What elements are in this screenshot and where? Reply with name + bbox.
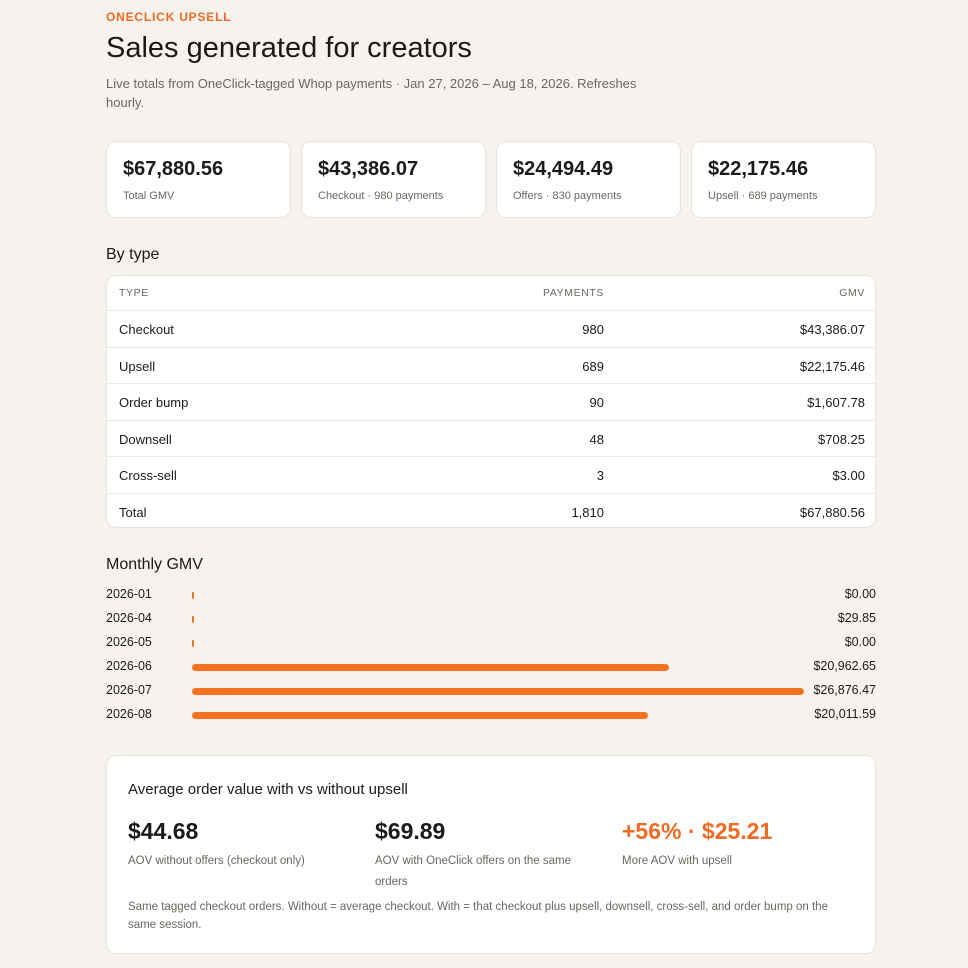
table-cell: 3 [596,468,604,483]
gmv-label: $0.00 [844,635,876,649]
metric-label: More AOV with upsell [622,855,732,867]
eyebrow: ONECLICK UPSELL [106,10,232,24]
stat-card: $22,175.46 Upsell · 689 payments [691,141,876,218]
table-cell: Downsell [119,431,172,447]
table-cell: $708.25 [818,431,865,447]
table-cell: $22,175.46 [799,358,865,374]
gmv-bar [192,712,648,719]
month-label: 2026-01 [106,587,152,601]
gmv-label: $20,962.65 [813,659,876,673]
aov-metric: $44.68 AOV without offers (checkout only) [128,818,358,872]
stat-card: $67,880.56 Total GMV [106,141,291,218]
table-cell: $67,880.56 [799,504,865,520]
gmv-bar [192,592,194,599]
month-row: 2026-08 $20,011.59 [106,705,876,725]
table-row: Cross-sell 3 $3.00 [107,456,875,493]
table-header: TYPE PAYMENTS GMV [107,276,875,312]
table-cell: Cross-sell [119,468,177,483]
type-table: TYPE PAYMENTS GMV Checkout 980 $43,386.07 Upse… [106,275,876,528]
month-row: 2026-01 $0.00 [106,585,876,605]
stat-label: Total GMV [123,190,175,202]
table-cell: Checkout [119,322,174,337]
aov-metric: $69.89 AOV with OneClick offers on the sa… [375,818,605,893]
gmv-bar [192,616,194,623]
stat-card: $24,494.49 Offers · 830 payments [496,141,681,218]
month-label: 2026-05 [106,635,152,649]
metric-label: AOV with OneClick offers on the same ord… [375,855,572,888]
table-row: Upsell 689 $22,175.46 [107,346,875,384]
aov-metric: +56% · $25.21 More AOV with upsell [622,818,852,872]
month-row: 2026-05 $0.00 [106,633,876,653]
gmv-label: $20,011.59 [814,707,876,721]
aov-card: Average order value with vs without upse… [106,755,876,954]
table-cell: Total [119,504,147,520]
table-cell: 689 [582,358,604,374]
stat-value: $24,494.49 [513,158,614,180]
table-cell: Upsell [119,358,156,374]
table-cell: 90 [589,395,604,410]
month-label: 2026-07 [106,683,152,697]
month-label: 2026-04 [106,611,152,625]
table-cell: 1,810 [571,504,604,520]
table-row: Checkout 980 $43,386.07 [107,310,875,347]
gmv-bar [192,640,194,647]
table-cell: 980 [582,322,604,337]
column-header: TYPE [119,287,149,299]
table-row: Total 1,810 $67,880.56 [107,492,875,528]
table-cell: 48 [589,431,604,447]
gmv-bar [192,688,804,695]
column-header: GMV [839,287,865,299]
stat-value: $67,880.56 [123,158,224,180]
stat-value: $22,175.46 [708,158,809,180]
table-cell: Order bump [119,395,189,410]
aov-title: Average order value with vs without upse… [128,781,408,798]
metric-value: +56% · $25.21 [622,818,773,844]
month-row: 2026-06 $20,962.65 [106,657,876,677]
aov-note: Same tagged checkout orders. Without = a… [128,901,828,931]
metric-value: $69.89 [375,818,446,844]
stat-label: Offers · 830 payments [513,190,622,202]
metric-value: $44.68 [128,818,199,844]
gmv-label: $26,876.47 [813,683,876,697]
column-header: PAYMENTS [542,287,604,299]
stat-label: Upsell · 689 payments [708,190,818,202]
gmv-bar [192,664,670,671]
month-label: 2026-06 [106,659,152,673]
stat-value: $43,386.07 [318,158,419,180]
table-cell: $43,386.07 [799,322,865,337]
month-label: 2026-08 [106,707,152,721]
table-row: Downsell 48 $708.25 [107,419,875,457]
gmv-label: $29.85 [837,611,876,625]
gmv-label: $0.00 [844,587,876,601]
table-row: Order bump 90 $1,607.78 [107,383,875,420]
table-cell: $1,607.78 [807,395,865,410]
month-row: 2026-04 $29.85 [106,609,876,629]
stat-card: $43,386.07 Checkout · 980 payments [301,141,486,218]
section-title: Monthly GMV [106,556,203,573]
page-title: Sales generated for creators [106,32,472,64]
stat-label: Checkout · 980 payments [318,190,444,202]
section-title: By type [106,246,160,263]
table-cell: $3.00 [832,468,865,483]
metric-label: AOV without offers (checkout only) [128,855,305,867]
month-row: 2026-07 $26,876.47 [106,681,876,701]
subtitle: Live totals from OneClick-tagged Whop pa… [106,76,637,110]
